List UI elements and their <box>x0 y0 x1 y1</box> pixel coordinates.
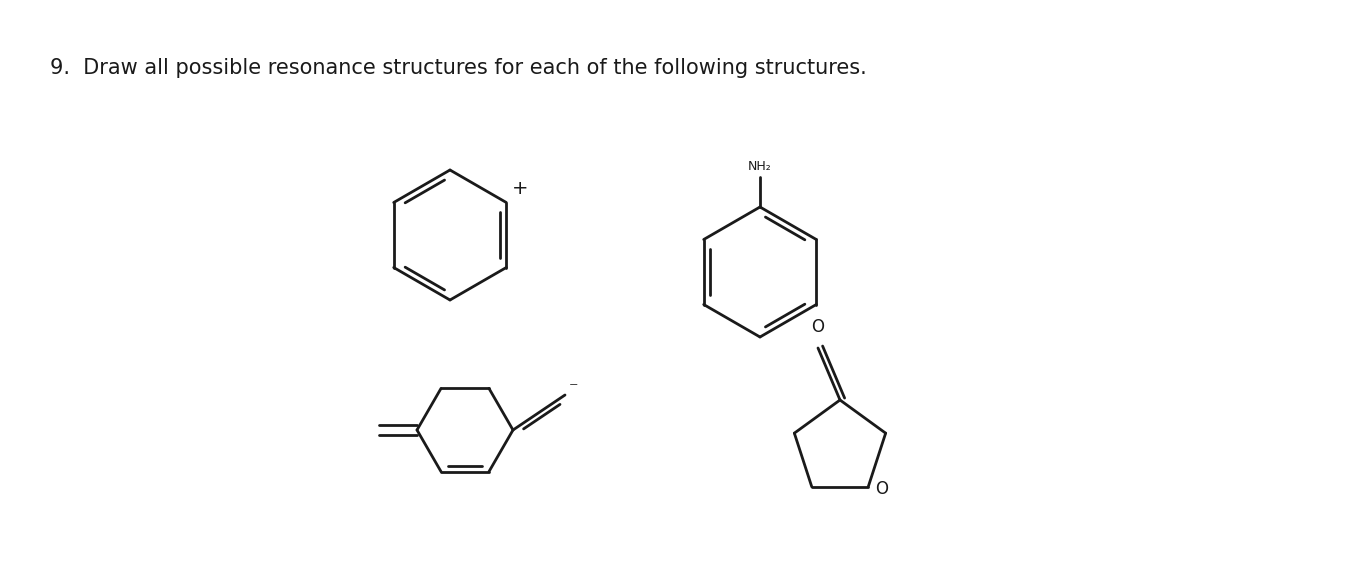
Text: O: O <box>812 318 824 336</box>
Text: ⁻: ⁻ <box>569 380 579 398</box>
Text: NH₂: NH₂ <box>749 160 772 173</box>
Text: O: O <box>874 480 888 498</box>
Text: 9.  Draw all possible resonance structures for each of the following structures.: 9. Draw all possible resonance structure… <box>50 58 867 78</box>
Text: +: + <box>513 179 529 198</box>
